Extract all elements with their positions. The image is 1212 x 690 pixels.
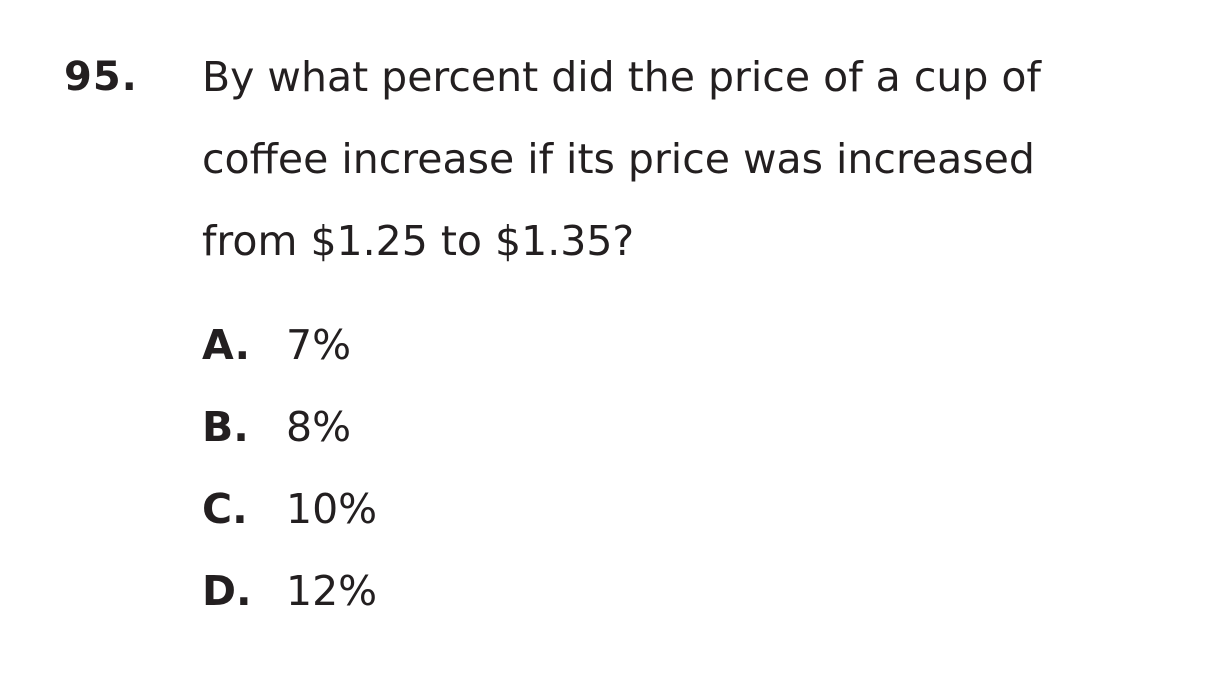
answer-option-b[interactable]: B. 8% [202, 394, 377, 476]
answer-option-c[interactable]: C. 10% [202, 476, 377, 558]
answer-options: A. 7% B. 8% C. 10% D. 12% [202, 312, 377, 640]
answer-option-a[interactable]: A. 7% [202, 312, 377, 394]
answer-option-d[interactable]: D. 12% [202, 558, 377, 640]
option-value: 7% [286, 321, 352, 369]
option-value: 8% [286, 403, 352, 451]
option-value: 12% [286, 567, 378, 615]
question-number: 95. [64, 54, 138, 100]
option-letter: C. [202, 485, 248, 533]
option-letter: A. [202, 321, 251, 369]
option-value: 10% [286, 485, 378, 533]
option-letter: B. [202, 403, 249, 451]
question-text-line-2: coffee increase if its price was increas… [202, 135, 1035, 183]
question-text: By what percent did the price of a cup o… [202, 36, 1192, 282]
question-text-line-3: from $1.25 to $1.35? [202, 217, 635, 265]
option-letter: D. [202, 567, 252, 615]
question-text-line-1: By what percent did the price of a cup o… [202, 53, 1041, 101]
